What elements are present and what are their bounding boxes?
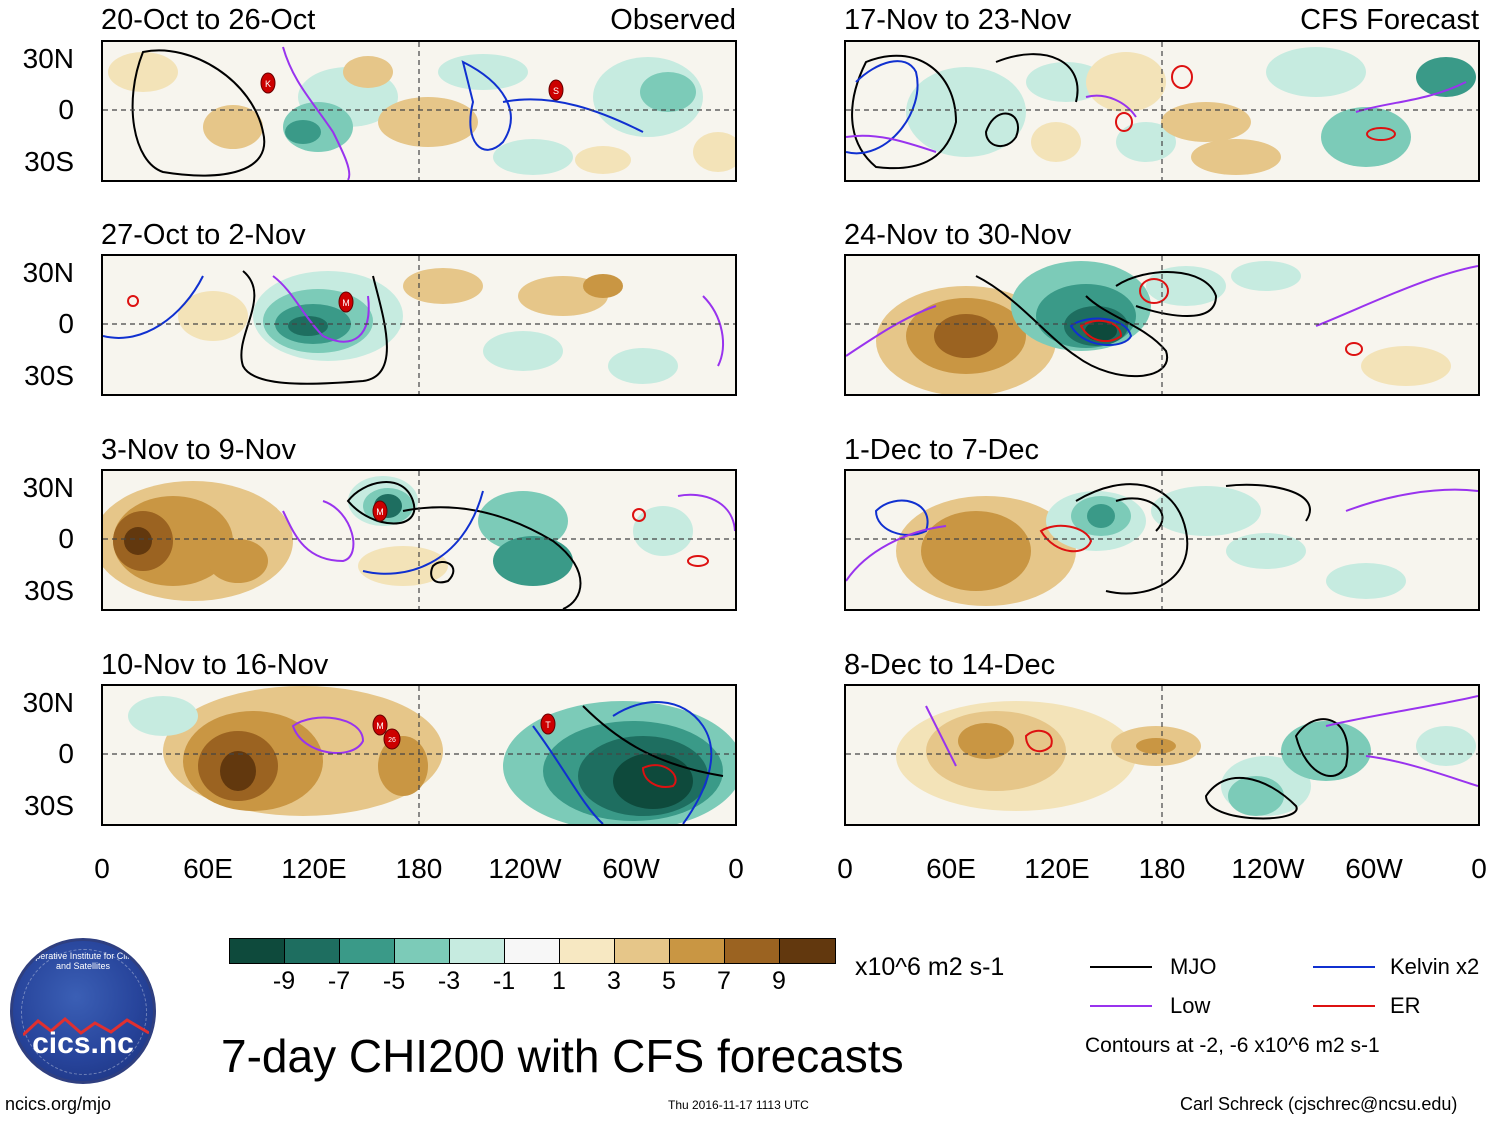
footer-timestamp: Thu 2016-11-17 1113 UTC [668,1098,809,1112]
footer-url: ncics.org/mjo [5,1094,112,1114]
map-panel-p4: M 26 T [101,684,737,826]
lat-label-30s-p4: 30S [24,790,74,821]
colorbar-tick-label: 5 [662,967,676,995]
colorbar-swatch [450,939,505,963]
storm-marker-t-label: T [545,720,551,730]
legend-label-mjo: MJO [1170,954,1217,979]
panel-title-p2: 27-Oct to 2-Nov [101,219,306,251]
storm-marker-m-p2-label: M [342,298,350,308]
map-panel-p6 [844,254,1480,396]
map-panel-p1: K S [101,40,737,182]
map-panel-p7 [844,469,1480,611]
map-panel-p3: M [101,469,737,611]
storm-marker-m-p4: M [372,714,388,736]
lon-label-0-end-left: 0 [728,853,744,884]
panel-title-p4: 10-Nov to 16-Nov [101,649,329,681]
panel-title-p5: 17-Nov to 23-Nov [844,4,1072,36]
colorbar-swatch [670,939,725,963]
colorbar-swatch [285,939,340,963]
storm-marker-m-p2: M [338,291,354,313]
storm-marker-t: T [540,713,556,735]
colorbar-tick-label: 3 [607,967,621,995]
storm-marker-26: 26 [383,728,401,750]
lat-label-30s-p3: 30S [24,575,74,606]
legend-line-mjo [1090,966,1152,968]
logo-arc-text: Cooperative Institute for Climate and Sa… [18,951,148,971]
lat-label-30n-p2: 30N [22,257,74,288]
cics-logo: Cooperative Institute for Climate and Sa… [10,938,156,1084]
storm-marker-k-label: K [265,79,271,89]
storm-marker-k: K [260,72,276,94]
panel-title-p6: 24-Nov to 30-Nov [844,219,1072,251]
colorbar-tick-label: -9 [272,967,296,995]
storm-marker-m-p4-label: M [376,721,384,731]
panel-tag-cfs-forecast: CFS Forecast [1300,4,1479,36]
colorbar-tick-label: -5 [382,967,406,995]
panel-tag-observed: Observed [610,4,736,36]
lon-label-60w-right: 60W [1345,853,1403,884]
legend-label-low: Low [1170,993,1211,1018]
lat-label-30s-p1: 30S [24,146,74,177]
lon-label-180-right: 180 [1138,853,1186,884]
panel-title-p3: 3-Nov to 9-Nov [101,434,297,466]
storm-marker-m-p3-label: M [376,507,384,517]
colorbar-tick-label: 7 [717,967,731,995]
colorbar-swatch [725,939,780,963]
colorbar-swatch [780,939,835,963]
legend-line-kelvin [1313,966,1375,968]
lat-label-30s-p2: 30S [24,360,74,391]
colorbar-tick-label: -3 [437,967,461,995]
map-panel-p5 [844,40,1480,182]
map-panel-p8 [844,684,1480,826]
footer-author: Carl Schreck (cjschrec@ncsu.edu) [1180,1094,1458,1114]
panel-title-p1: 20-Oct to 26-Oct [101,4,316,36]
lon-label-120w-left: 120W [488,853,562,884]
colorbar-tick-label: -1 [492,967,516,995]
lat-label-30n-p4: 30N [22,687,74,718]
lat-label-0-p4: 0 [58,738,74,769]
lon-label-0-left: 0 [94,853,110,884]
lon-label-0-end-right: 0 [1471,853,1487,884]
colorbar-swatch [560,939,615,963]
legend-line-er [1313,1005,1375,1007]
lat-label-30n-p1: 30N [22,43,74,74]
colorbar-swatch [230,939,285,963]
colorbar-swatch [395,939,450,963]
lon-label-180-left: 180 [395,853,443,884]
lon-label-60w-left: 60W [602,853,660,884]
lon-label-60e-left: 60E [183,853,233,884]
lon-label-120w-right: 120W [1231,853,1305,884]
lon-label-120e-right: 120E [1024,853,1090,884]
colorbar-units: x10^6 m2 s-1 [855,953,1005,981]
colorbar [229,938,836,964]
colorbar-tick-label: 9 [772,967,786,995]
lon-label-0-right: 0 [837,853,853,884]
colorbar-swatch [340,939,395,963]
legend-line-low [1090,1005,1152,1007]
logo-brand-text: cics.nc [32,1027,134,1060]
colorbar-tick-label: 1 [552,967,566,995]
storm-marker-m-p3: M [372,500,388,522]
panel-title-p8: 8-Dec to 14-Dec [844,649,1056,681]
legend-label-er: ER [1390,993,1421,1018]
lat-label-0-p2: 0 [58,308,74,339]
legend-label-kelvin: Kelvin x2 [1390,954,1480,979]
colorbar-swatch [615,939,670,963]
lat-label-0-p3: 0 [58,523,74,554]
map-panel-p2: M [101,254,737,396]
storm-marker-s: S [548,79,564,101]
lon-label-60e-right: 60E [926,853,976,884]
contours-note: Contours at -2, -6 x10^6 m2 s-1 [1085,1034,1380,1057]
colorbar-swatch [505,939,560,963]
colorbar-tick-label: -7 [327,967,351,995]
lat-label-30n-p3: 30N [22,472,74,503]
storm-marker-26-label: 26 [388,737,396,744]
panel-title-p7: 1-Dec to 7-Dec [844,434,1040,466]
lat-label-0-p1: 0 [58,94,74,125]
main-title: 7-day CHI200 with CFS forecasts [221,1030,904,1082]
lon-label-120e-left: 120E [281,853,347,884]
storm-marker-s-label: S [553,86,559,96]
